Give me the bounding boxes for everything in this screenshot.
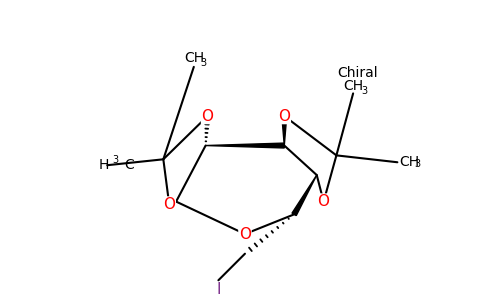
Text: 3: 3 <box>361 86 367 96</box>
Text: H: H <box>99 158 109 172</box>
Text: CH: CH <box>184 51 204 65</box>
Text: O: O <box>318 194 330 209</box>
Text: CH: CH <box>343 80 363 93</box>
Text: I: I <box>216 282 221 297</box>
Text: O: O <box>239 226 251 242</box>
Text: 3: 3 <box>414 159 420 169</box>
Text: C: C <box>124 158 134 172</box>
Polygon shape <box>206 143 284 148</box>
Polygon shape <box>292 175 317 216</box>
Text: CH: CH <box>399 155 420 169</box>
Text: O: O <box>201 109 213 124</box>
Text: Chiral: Chiral <box>338 66 378 80</box>
Text: 3: 3 <box>200 58 207 68</box>
Text: 3: 3 <box>112 155 118 165</box>
Polygon shape <box>282 116 287 146</box>
Text: O: O <box>278 109 290 124</box>
Text: O: O <box>163 197 175 212</box>
